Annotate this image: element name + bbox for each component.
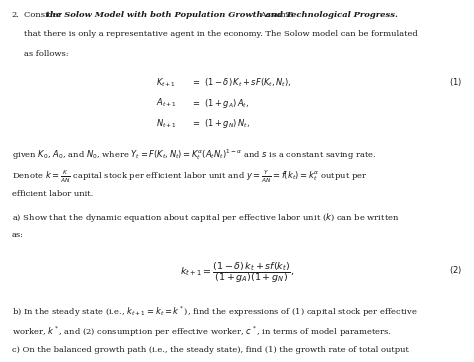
Text: that there is only a representative agent in the economy. The Solow model can be: that there is only a representative agen… [24, 30, 418, 38]
Text: worker, $k^*$, and (2) consumption per effective worker, $c^*$, in terms of mode: worker, $k^*$, and (2) consumption per e… [12, 325, 392, 339]
Text: $k_{t+1} = \dfrac{(1-\delta)\,k_t + sf(k_t)}{(1+g_A)(1+g_N)},$: $k_{t+1} = \dfrac{(1-\delta)\,k_t + sf(k… [180, 260, 294, 285]
Text: $K_{t+1}$: $K_{t+1}$ [156, 76, 176, 89]
Text: $= \ (1+g_N)\,N_t,$: $= \ (1+g_N)\,N_t,$ [191, 117, 250, 130]
Text: $A_{t+1}$: $A_{t+1}$ [156, 97, 177, 109]
Text: 2.: 2. [12, 11, 20, 19]
Text: b) In the steady state (i.e., $k_{t+1} = k_t = k^*$), find the expressions of (1: b) In the steady state (i.e., $k_{t+1} =… [12, 305, 418, 319]
Text: Consider: Consider [24, 11, 64, 19]
Text: as follows:: as follows: [24, 50, 68, 58]
Text: Denote $k = \frac{K}{AN}$ capital stock per efficient labor unit and $y = \frac{: Denote $k = \frac{K}{AN}$ capital stock … [12, 168, 367, 185]
Text: a) Show that the dynamic equation about capital per effective labor unit ($k$) c: a) Show that the dynamic equation about … [12, 211, 400, 224]
Text: the Solow Model with both Population Growth and Technological Progress.: the Solow Model with both Population Gro… [46, 11, 397, 19]
Text: given $K_0$, $A_0$, and $N_0$, where $Y_t = F(K_t, N_t) = K_t^\alpha (A_t N_t)^{: given $K_0$, $A_0$, and $N_0$, where $Y_… [12, 147, 376, 161]
Text: efficient labor unit.: efficient labor unit. [12, 190, 93, 198]
Text: $= \ (1-\delta)\,K_t + sF(K_t, N_t),$: $= \ (1-\delta)\,K_t + sF(K_t, N_t),$ [191, 76, 291, 89]
Text: c) On the balanced growth path (i.e., the steady state), find (1) the growth rat: c) On the balanced growth path (i.e., th… [12, 346, 409, 354]
Text: $= \ (1+g_A)\,A_t,$: $= \ (1+g_A)\,A_t,$ [191, 97, 249, 110]
Text: $(2)$: $(2)$ [449, 264, 462, 276]
Text: as:: as: [12, 231, 24, 239]
Text: $N_{t+1}$: $N_{t+1}$ [156, 117, 177, 130]
Text: Assume: Assume [258, 11, 293, 19]
Text: $(1)$: $(1)$ [449, 76, 462, 88]
